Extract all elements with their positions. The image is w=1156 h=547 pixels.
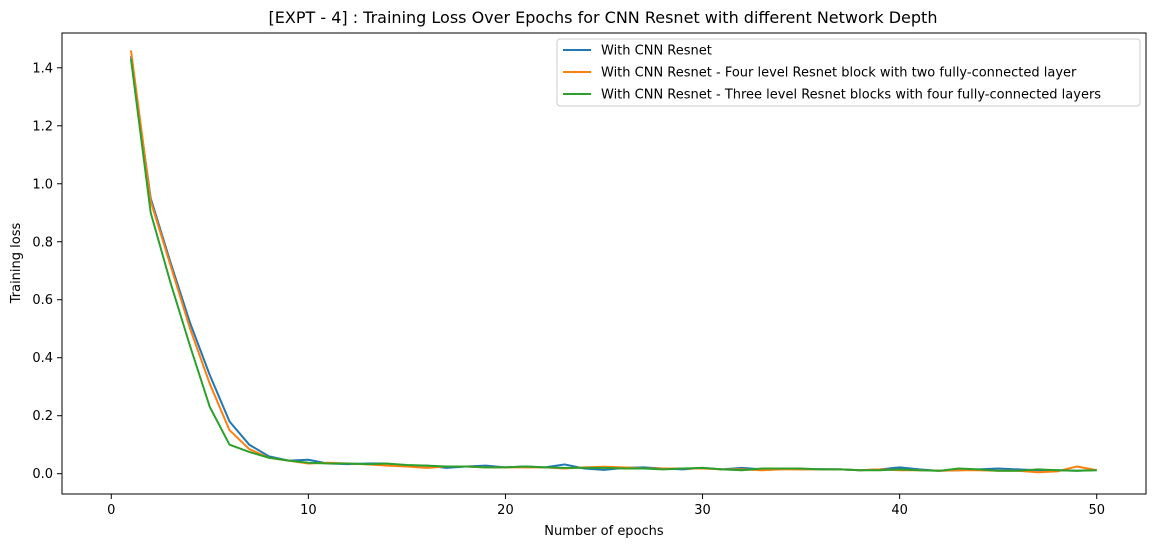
- series-line-2: [129, 50, 1097, 474]
- series-line-1: [129, 56, 1097, 472]
- y-tick-label: 1.2: [32, 119, 53, 134]
- x-axis-label: Number of epochs: [544, 524, 664, 539]
- chart-title: [EXPT - 4] : Training Loss Over Epochs f…: [269, 8, 938, 27]
- x-tick-label: 10: [300, 503, 317, 518]
- y-tick-label: 0.8: [32, 235, 53, 250]
- x-tick-label: 0: [107, 503, 115, 518]
- y-tick-label: 0.2: [32, 409, 53, 424]
- y-tick-label: 0.4: [32, 351, 53, 366]
- x-axis: 0 10 20 30 40 50: [107, 494, 1105, 518]
- legend: With CNN Resnet With CNN Resnet - Four le…: [556, 38, 1141, 107]
- x-tick-label: 20: [497, 503, 514, 518]
- y-tick-label: 1.4: [32, 61, 53, 76]
- legend-label-3: With CNN Resnet - Three level Resnet blo…: [601, 88, 1101, 103]
- x-tick-label: 40: [891, 503, 908, 518]
- series-group: [129, 50, 1097, 474]
- legend-label-1: With CNN Resnet: [601, 44, 712, 59]
- series-line-3: [129, 58, 1097, 472]
- y-axis: 0.0 0.2 0.4 0.6 0.8 1.0 1.2 1.4: [32, 61, 62, 482]
- legend-label-2: With CNN Resnet - Four level Resnet bloc…: [601, 66, 1077, 81]
- y-tick-label: 0.6: [32, 293, 53, 308]
- x-tick-label: 50: [1088, 503, 1105, 518]
- y-tick-label: 1.0: [32, 177, 53, 192]
- plot-frame: [61, 32, 1147, 495]
- x-tick-label: 30: [694, 503, 711, 518]
- legend-box: [556, 38, 1141, 107]
- y-axis-label: Training loss: [9, 223, 24, 305]
- y-tick-label: 0.0: [32, 467, 53, 482]
